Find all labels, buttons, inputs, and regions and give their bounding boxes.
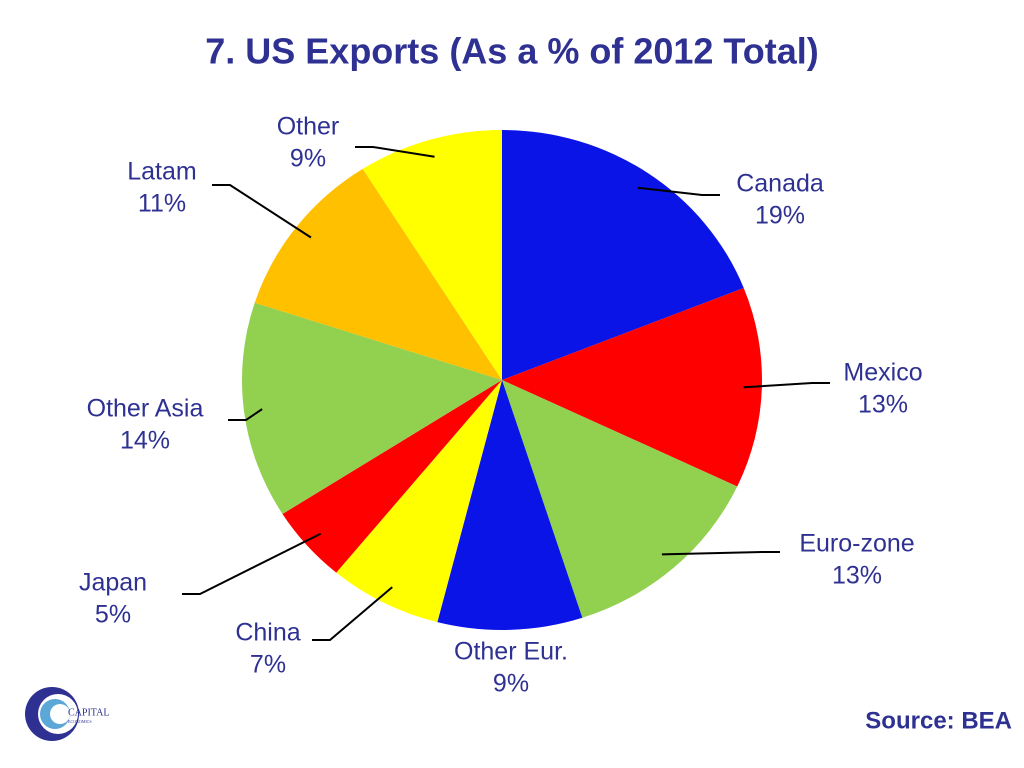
source: Source: BEA (865, 707, 1012, 734)
logo-ring (50, 704, 70, 724)
leader-line (661, 551, 780, 556)
logo-text: CAPITAL (68, 707, 109, 718)
leader-line (182, 532, 322, 595)
logo: CAPITAL ECONOMICS (25, 687, 109, 741)
leader-line (212, 184, 312, 239)
slice-value-label: 5% (95, 601, 131, 629)
slice-label: Latam (127, 158, 196, 186)
leader-line (743, 382, 830, 389)
slice-value-label: 13% (858, 391, 908, 419)
leader-line (355, 146, 435, 158)
pie-slice (336, 380, 502, 623)
pie-slice (437, 380, 583, 630)
pie-slice (502, 380, 738, 618)
slice-value-label: 19% (755, 202, 805, 230)
slice-value-label: 9% (290, 145, 326, 173)
pie-slice (502, 287, 762, 487)
logo-subtext: ECONOMICS (68, 719, 92, 724)
chart-title: 7. US Exports (As a % of 2012 Total) (205, 31, 819, 72)
slice-label: Other Eur. (454, 638, 568, 666)
slice-value-label: 13% (832, 562, 882, 590)
slice-label: Mexico (843, 359, 922, 387)
slice-value-label: 11% (138, 190, 186, 218)
slice-value-label: 7% (250, 651, 286, 679)
pie-slice (254, 168, 502, 380)
slice-value-label: 9% (493, 670, 529, 698)
slice-label: Japan (79, 569, 147, 597)
leader-line (637, 186, 720, 196)
pie-slice (282, 380, 502, 573)
pie-slice (242, 302, 502, 514)
slice-label: Other Asia (87, 395, 204, 423)
slice-value-label: 14% (120, 427, 170, 455)
leader-line (228, 408, 263, 421)
pie (182, 130, 830, 641)
leader-line (312, 586, 393, 641)
pie-slice (362, 130, 502, 380)
slice-label: Canada (736, 170, 824, 198)
slice-label: Euro-zone (799, 530, 914, 558)
pie-slice (502, 130, 744, 380)
slice-label: China (235, 619, 300, 647)
slice-label: Other (277, 113, 340, 141)
